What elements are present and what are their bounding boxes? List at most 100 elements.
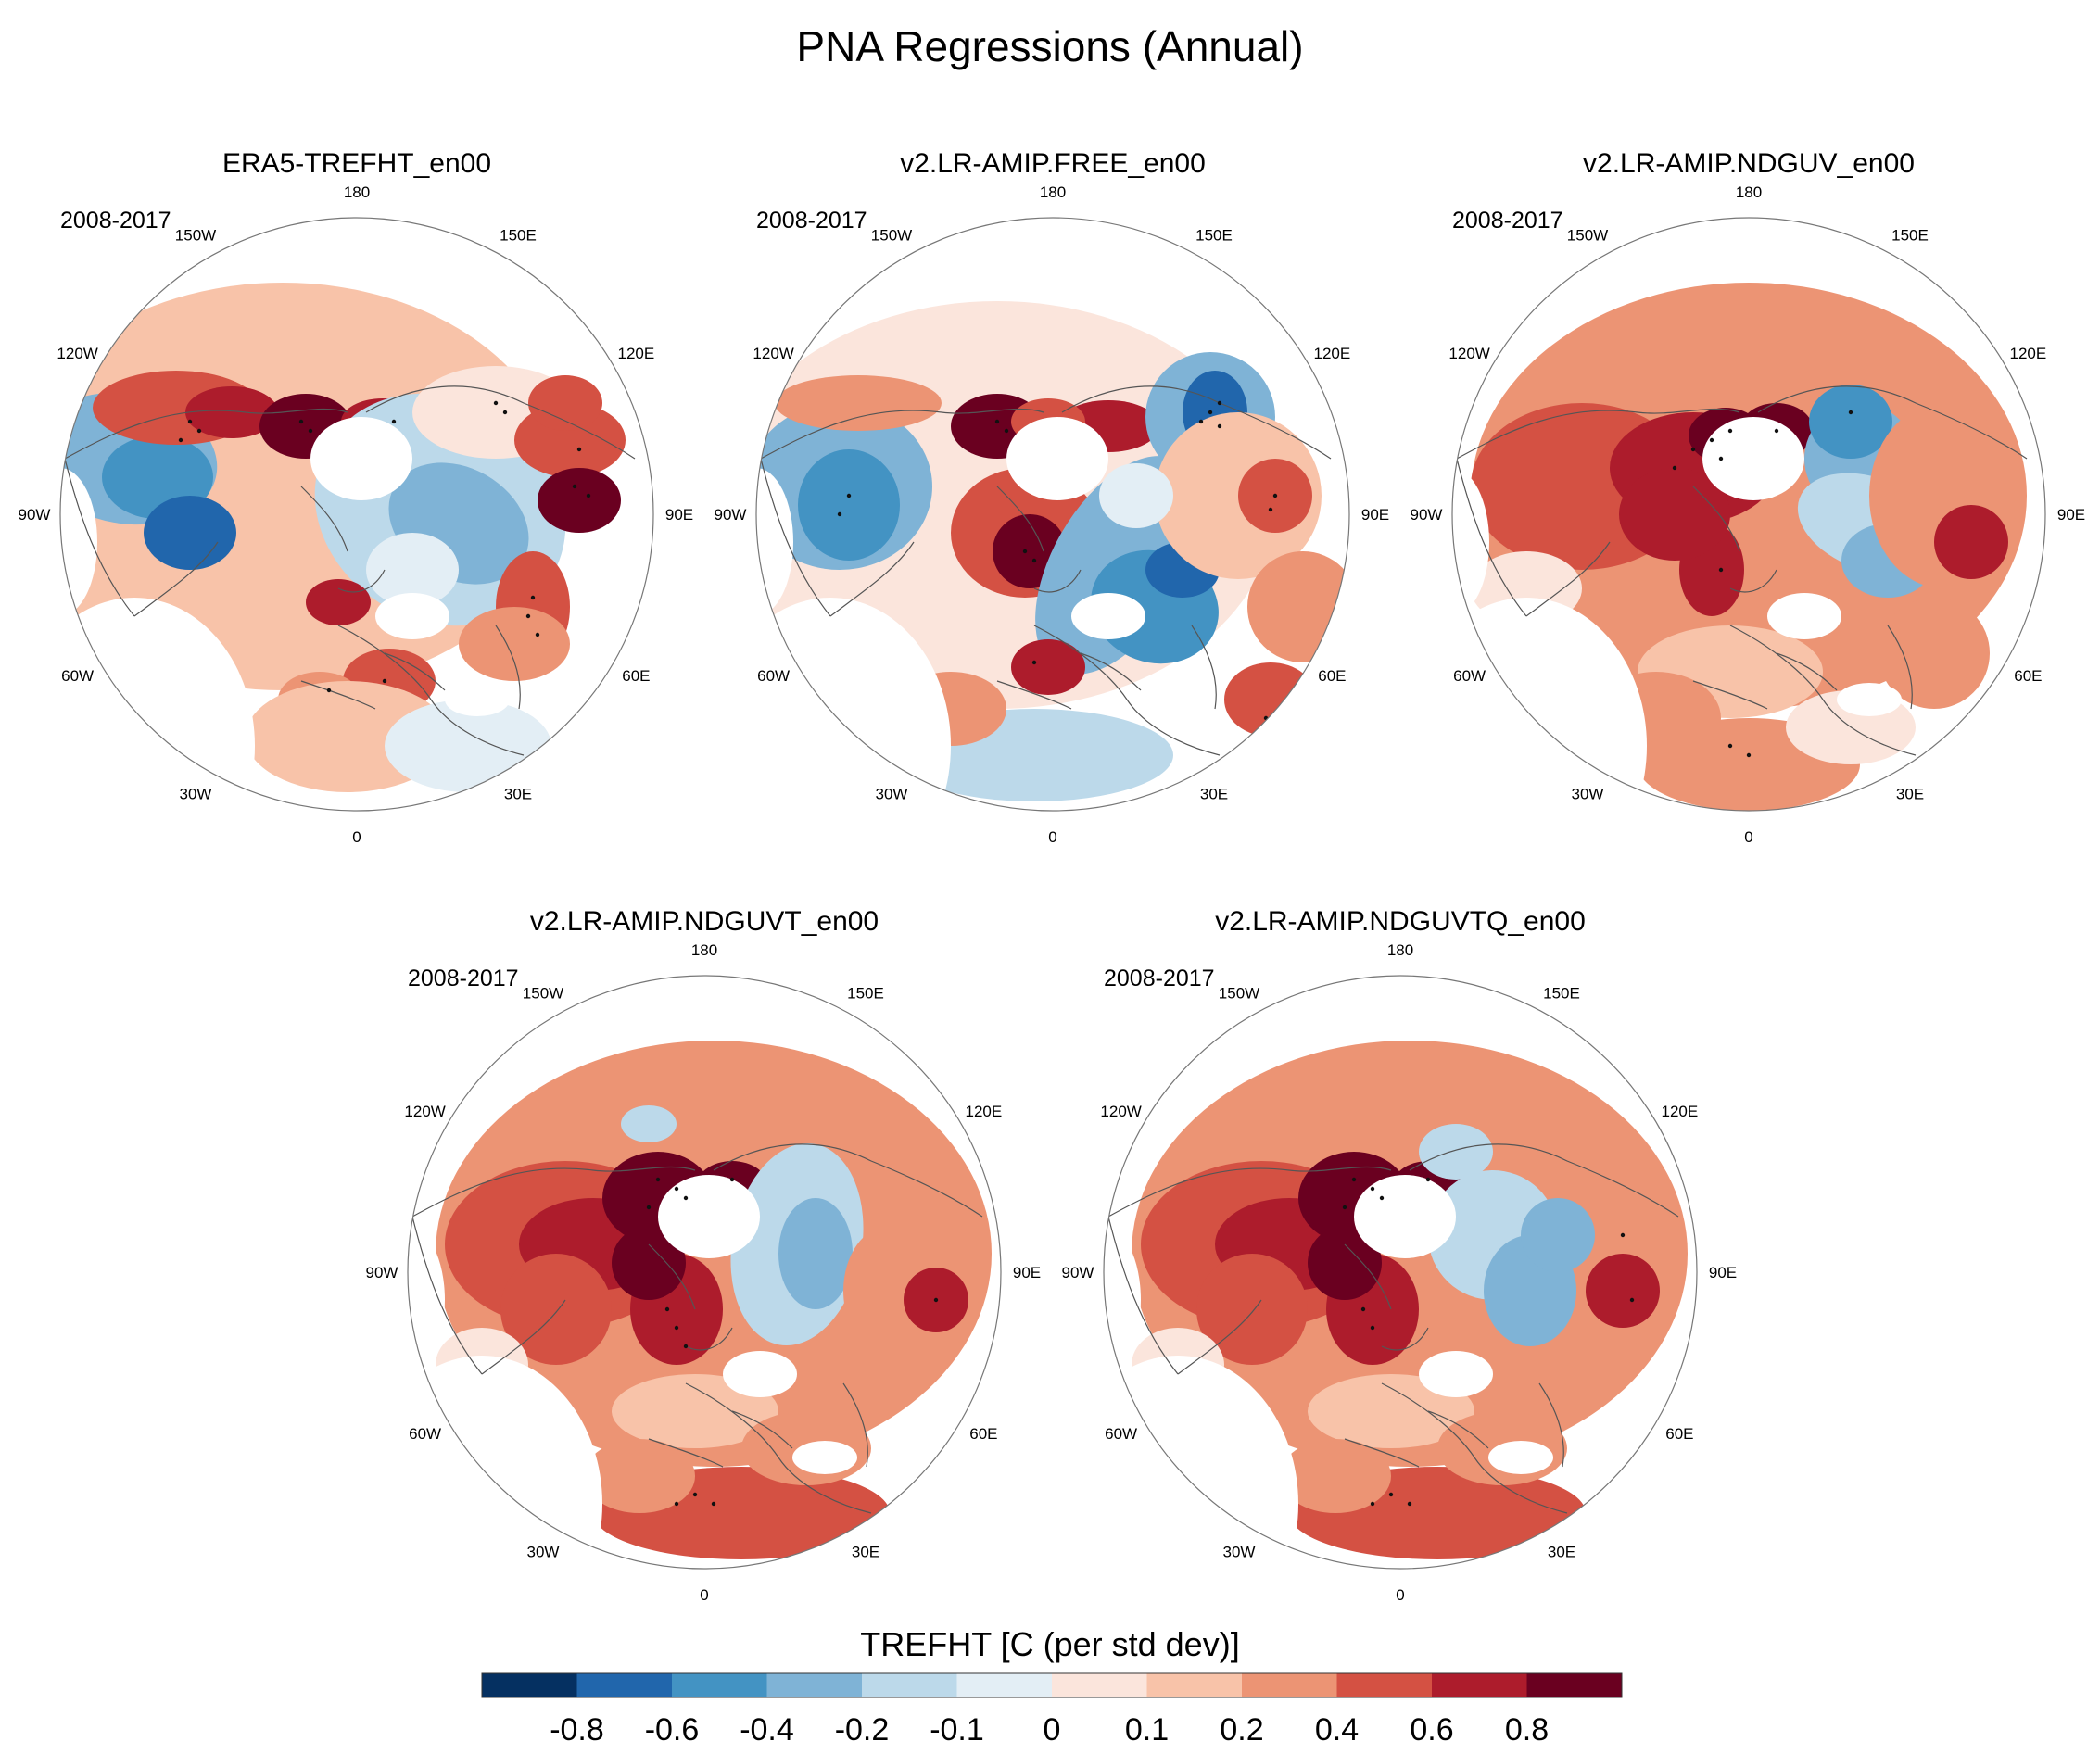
colorbar-swatch-3 [766, 1673, 863, 1697]
field-patch [798, 449, 900, 561]
sea-void [723, 1351, 797, 1397]
significance-dot [1268, 507, 1273, 512]
longitude-label: 30E [1200, 785, 1228, 802]
coastline [1107, 1166, 1392, 1375]
coastline [1344, 1243, 1429, 1351]
field-patch [778, 1198, 853, 1309]
significance-dot [683, 1344, 689, 1349]
coastline [842, 1382, 868, 1468]
significance-dot [1774, 428, 1779, 434]
field-patch [185, 386, 278, 438]
coastline [1033, 625, 1221, 756]
regression-field [1452, 218, 2045, 811]
colorbar-tick-label: -0.1 [930, 1712, 984, 1748]
significance-dot [1217, 400, 1222, 406]
significance-dot [1217, 423, 1222, 429]
significance-dot [1370, 1186, 1375, 1192]
longitude-label: 30E [1548, 1543, 1575, 1560]
significance-dot [1746, 752, 1752, 758]
polar-cap [1354, 1175, 1456, 1258]
longitude-label: 0 [352, 828, 361, 846]
longitude-label: 150E [1543, 985, 1580, 1003]
greenland-atlantic-void [408, 1356, 602, 1569]
longitude-label: 30E [852, 1543, 879, 1560]
longitude-label: 120E [1314, 345, 1351, 362]
regression-field [60, 218, 653, 811]
significance-dot [572, 484, 577, 489]
longitude-label: 120E [2010, 345, 2047, 362]
longitude-label: 60E [969, 1425, 997, 1443]
coastline [1456, 408, 1740, 617]
significance-dot [674, 1325, 679, 1331]
significance-dot [1848, 410, 1853, 415]
map-boundary [407, 975, 1002, 1570]
significance-dot [1407, 1501, 1412, 1507]
field-patch [500, 1254, 612, 1365]
field-patch [1934, 505, 2008, 579]
colorbar-swatch-11 [1526, 1673, 1623, 1697]
longitude-label: 120W [753, 345, 793, 362]
longitude-label: 150E [1891, 227, 1929, 245]
longitude-label: 60E [622, 667, 650, 685]
colorbar-swatch-0 [482, 1673, 577, 1697]
sea-void [792, 1441, 857, 1474]
panel-title: v2.LR-AMIP.FREE_en00 [900, 148, 1206, 179]
significance-dot [1351, 1177, 1357, 1182]
longitude-label: 120E [618, 345, 655, 362]
coastline [1344, 1410, 1489, 1468]
significance-dot [178, 437, 183, 443]
field-patch [528, 375, 602, 431]
longitude-label: 60W [1105, 1425, 1137, 1443]
longitude-label: 90E [665, 506, 693, 524]
coastline [495, 625, 521, 710]
field-patch [1280, 1439, 1391, 1513]
field-patch [621, 1105, 677, 1142]
significance-dot [525, 613, 531, 619]
colorbar-swatch-4 [862, 1673, 957, 1697]
colorbar-tick-label: 0.2 [1220, 1712, 1263, 1748]
longitude-label: 30E [1896, 785, 1924, 802]
panel-title: v2.LR-AMIP.NDGUVT_en00 [530, 906, 879, 937]
longitude-label: 30E [504, 785, 532, 802]
colorbar-swatch-1 [576, 1673, 673, 1697]
coastline [300, 652, 446, 710]
field-patch [538, 468, 621, 533]
longitude-label: 90W [1062, 1264, 1094, 1281]
colorbar-swatch-5 [956, 1673, 1053, 1697]
significance-dot [1709, 437, 1714, 443]
longitude-label: 90W [715, 506, 747, 524]
field-patch [1521, 1198, 1595, 1272]
significance-dot [1198, 419, 1204, 424]
longitude-label: 120E [1662, 1103, 1699, 1120]
significance-dot [711, 1501, 716, 1507]
colorbar-tick-label: 0 [1044, 1712, 1061, 1748]
coastline [1191, 625, 1217, 710]
coastline [648, 1243, 733, 1351]
longitude-label: 90E [1709, 1264, 1737, 1281]
pacific-void [1104, 1226, 1141, 1374]
map-boundary [1451, 217, 2046, 812]
panel-period: 2008-2017 [1104, 965, 1215, 991]
sea-void [1767, 593, 1841, 639]
significance-dot [1031, 558, 1037, 563]
longitude-label: 30W [1572, 785, 1604, 802]
greenland-atlantic-void [1452, 598, 1647, 811]
field-patch [1419, 1124, 1493, 1180]
sea-void [1419, 1351, 1493, 1397]
polar-cap [1006, 417, 1108, 500]
longitude-label: 30W [527, 1543, 560, 1560]
field-patch [775, 375, 942, 431]
colorbar: TREFHT [C (per std dev)] -0.8 -0.6 -0.4 -0.… [481, 1625, 1623, 1748]
colorbar-tick-label: 0.6 [1410, 1712, 1453, 1748]
field-patch [366, 533, 459, 607]
significance-dot [1718, 567, 1724, 573]
panel-period: 2008-2017 [60, 208, 171, 233]
significance-dot [326, 688, 332, 693]
sea-void [1141, 683, 1206, 716]
longitude-label: 90E [1013, 1264, 1041, 1281]
colorbar-tick-label: -0.8 [550, 1712, 604, 1748]
significance-dot [1022, 549, 1028, 554]
greenland-atlantic-void [60, 598, 255, 811]
longitude-label: 150W [1219, 985, 1259, 1003]
